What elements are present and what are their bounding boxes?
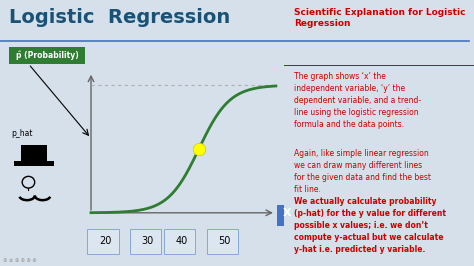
Text: We actually calculate probability
(p-hat) for the y value for different
possible: We actually calculate probability (p-hat… [294,197,446,255]
FancyBboxPatch shape [277,205,297,226]
Text: p̂ (Probability): p̂ (Probability) [16,51,78,60]
FancyBboxPatch shape [9,47,85,64]
Text: Scientific Explanation for Logistic
Regression: Scientific Explanation for Logistic Regr… [294,8,465,28]
Text: p_hat: p_hat [11,128,33,138]
Text: 30: 30 [142,236,154,246]
Text: 40: 40 [176,236,188,246]
Text: 20: 20 [99,236,111,246]
Point [195,147,202,151]
Bar [14,161,54,166]
Text: X: X [283,208,292,218]
FancyBboxPatch shape [130,229,161,254]
Text: Again, like simple linear regression
we can draw many different lines
for the gi: Again, like simple linear regression we … [294,149,431,194]
Text: Logistic  Regression: Logistic Regression [9,8,230,27]
FancyBboxPatch shape [207,229,238,254]
FancyBboxPatch shape [87,229,118,254]
Text: The graph shows ‘x’ the
independent variable, ‘y’ the
dependent variable, and a : The graph shows ‘x’ the independent vari… [294,72,421,130]
FancyBboxPatch shape [164,229,195,254]
Bar [21,145,47,162]
Text: ① ② ③ ④ ⑤ ⑥: ① ② ③ ④ ⑤ ⑥ [3,258,36,263]
Text: 50: 50 [219,236,231,246]
